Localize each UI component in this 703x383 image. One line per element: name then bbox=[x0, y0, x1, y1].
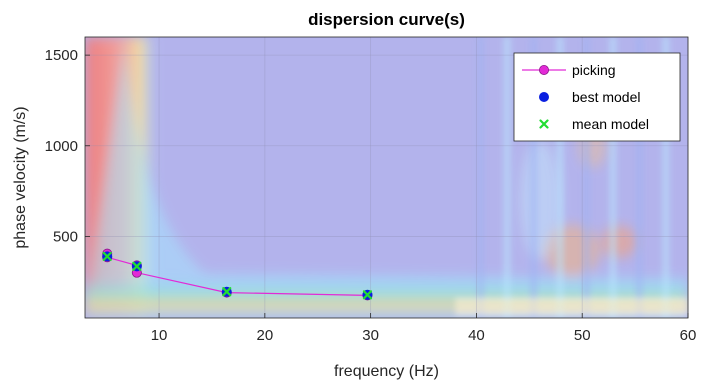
mean-model-point bbox=[132, 261, 142, 271]
legend-marker-best-model bbox=[539, 92, 549, 102]
y-axis-label: phase velocity (m/s) bbox=[12, 106, 29, 248]
x-tick-label: 30 bbox=[362, 327, 379, 344]
legend-label: best model bbox=[572, 89, 640, 105]
x-tick-label: 50 bbox=[574, 327, 591, 344]
plot-frame bbox=[84, 36, 689, 319]
chart-title: dispersion curve(s) bbox=[308, 10, 465, 29]
legend-label: picking bbox=[572, 62, 616, 78]
x-axis-label: frequency (Hz) bbox=[334, 363, 439, 380]
x-tick-label: 60 bbox=[680, 327, 697, 344]
x-tick-label: 40 bbox=[468, 327, 485, 344]
y-tick-label: 1500 bbox=[45, 47, 78, 64]
legend: picking best model mean model bbox=[513, 52, 681, 142]
mean-model-point bbox=[222, 287, 232, 297]
mean-model-point bbox=[102, 251, 112, 261]
mean-model-point bbox=[362, 290, 373, 300]
legend-marker-mean-model bbox=[539, 119, 549, 129]
x-tick-label: 20 bbox=[256, 327, 273, 344]
y-axis: 500 1000 1500 bbox=[45, 47, 90, 245]
x-tick-label: 10 bbox=[151, 327, 168, 344]
x-axis: 10 20 30 40 50 60 bbox=[151, 313, 697, 344]
legend-label: mean model bbox=[572, 116, 649, 132]
y-tick-label: 500 bbox=[53, 228, 78, 245]
legend-marker-picking bbox=[539, 65, 550, 76]
y-tick-label: 1000 bbox=[45, 138, 78, 155]
